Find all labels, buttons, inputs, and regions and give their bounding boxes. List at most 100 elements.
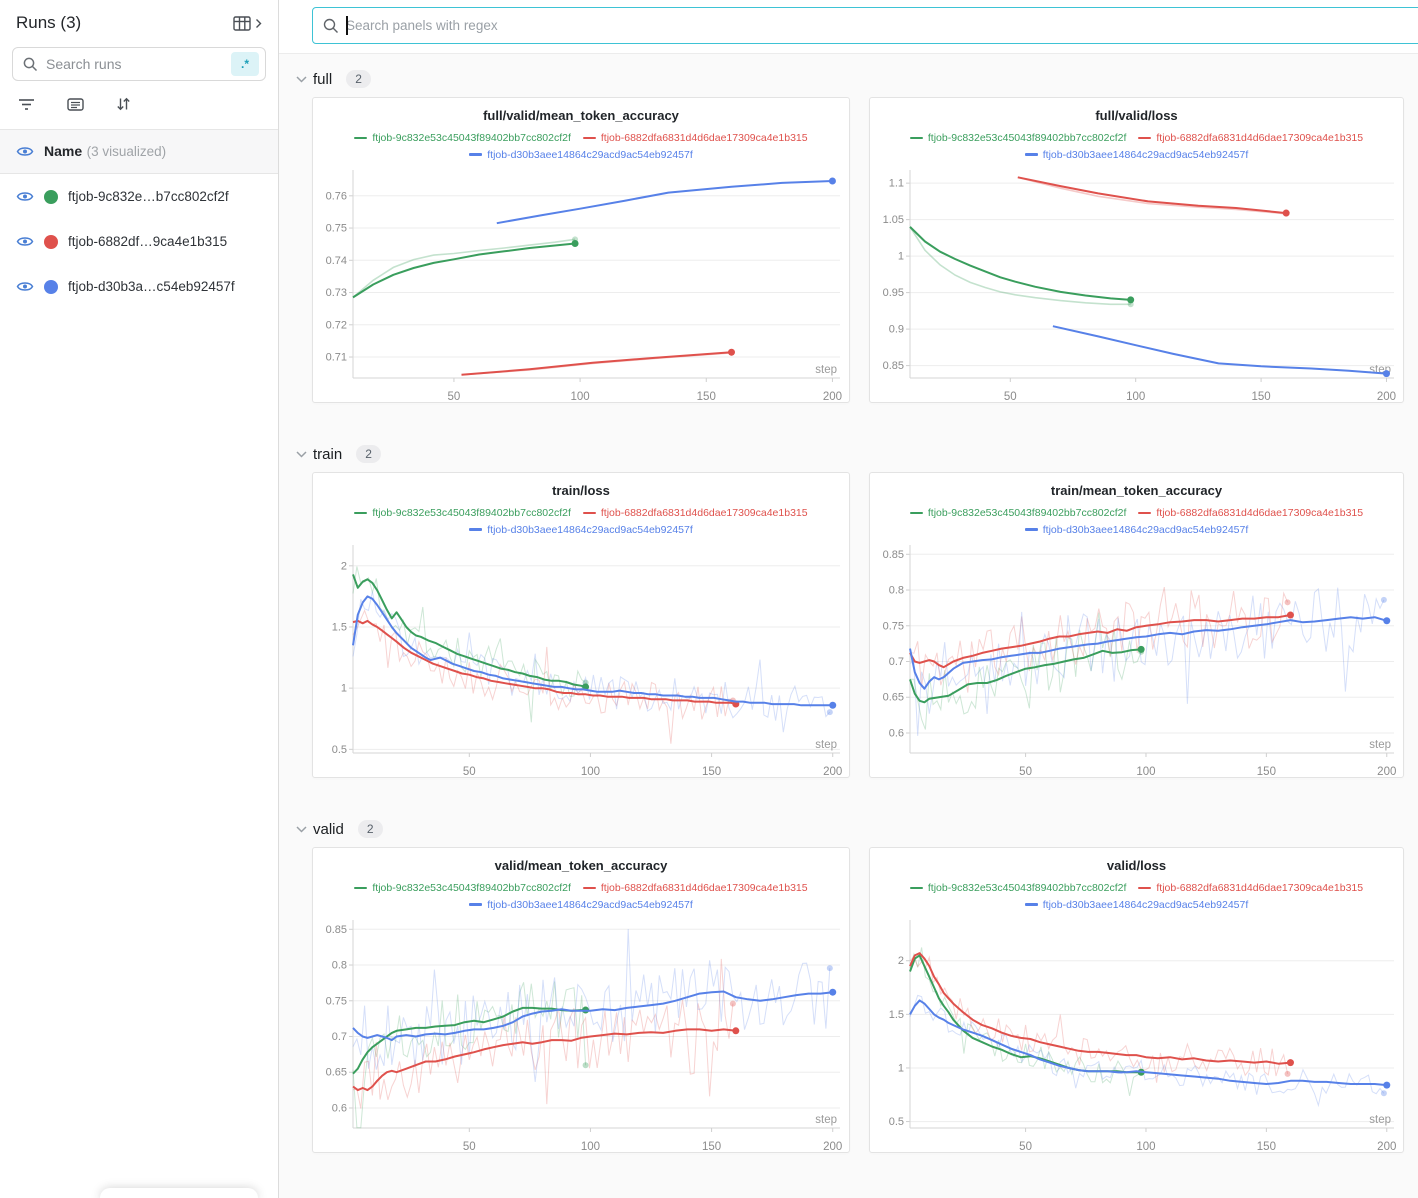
legend-run-name: ftjob-9c832e53c45043f89402bb7cc802cf2f: [372, 131, 571, 144]
chevron-down-icon[interactable]: [292, 822, 311, 837]
svg-text:100: 100: [581, 1141, 600, 1153]
legend-dash: [469, 153, 483, 156]
legend-run-name: ftjob-9c832e53c45043f89402bb7cc802cf2f: [372, 506, 571, 519]
chart-plot[interactable]: 0.71 0.72 0.73 0.74 0.75 0.76 50 100 150 200 step: [313, 164, 849, 403]
svg-text:0.95: 0.95: [883, 287, 904, 299]
chart-plot[interactable]: 0.5 1 1.5 2 50 100 150 200 step: [870, 914, 1403, 1153]
legend-entry[interactable]: ftjob-d30b3aee14864c29acd9ac54eb92457f: [1024, 898, 1249, 912]
legend-entry[interactable]: ftjob-9c832e53c45043f89402bb7cc802cf2f: [354, 131, 571, 145]
legend-dash: [1138, 136, 1152, 139]
legend-entry[interactable]: ftjob-6882dfa6831d4d6dae17309ca4e1b315: [582, 881, 808, 895]
chart-title: valid/mean_token_accuracy: [494, 858, 668, 873]
section-name[interactable]: valid: [313, 820, 344, 838]
chart-legend: ftjob-9c832e53c45043f89402bb7cc802cf2f ft…: [313, 128, 849, 162]
runs-search-box: .*: [12, 47, 266, 81]
svg-text:1: 1: [898, 1062, 904, 1074]
chevron-down-icon[interactable]: [292, 72, 311, 87]
legend-dash: [1024, 903, 1038, 906]
legend-entry[interactable]: ftjob-d30b3aee14864c29acd9ac54eb92457f: [1024, 523, 1249, 537]
chart-panel[interactable]: valid/loss ftjob-9c832e53c45043f89402bb7…: [869, 847, 1404, 1153]
legend-entry[interactable]: ftjob-6882dfa6831d4d6dae17309ca4e1b315: [1138, 506, 1363, 520]
legend-dash: [1138, 886, 1152, 889]
svg-text:1.1: 1.1: [889, 177, 904, 189]
legend-dash: [909, 886, 923, 889]
legend-entry[interactable]: ftjob-9c832e53c45043f89402bb7cc802cf2f: [354, 506, 571, 520]
svg-text:200: 200: [823, 1141, 842, 1153]
legend-dash: [354, 136, 368, 139]
legend-entry[interactable]: ftjob-6882dfa6831d4d6dae17309ca4e1b315: [1138, 881, 1363, 895]
runs-header: Runs (3): [0, 0, 278, 41]
svg-text:step: step: [815, 1114, 837, 1126]
chart-panel[interactable]: train/mean_token_accuracy ftjob-9c832e53…: [869, 472, 1404, 778]
legend-entry[interactable]: ftjob-9c832e53c45043f89402bb7cc802cf2f: [909, 131, 1127, 145]
run-name[interactable]: ftjob-d30b3a…c54eb92457f: [68, 279, 235, 294]
svg-text:0.5: 0.5: [889, 1116, 904, 1128]
regex-toggle-button[interactable]: .*: [231, 52, 259, 76]
svg-text:0.7: 0.7: [889, 656, 904, 668]
legend-entry[interactable]: ftjob-d30b3aee14864c29acd9ac54eb92457f: [469, 148, 693, 162]
legend-entry[interactable]: ftjob-d30b3aee14864c29acd9ac54eb92457f: [469, 898, 693, 912]
section-name[interactable]: full: [313, 70, 333, 88]
eye-icon[interactable]: [16, 190, 34, 203]
filter-button[interactable]: [18, 98, 35, 111]
legend-dash: [582, 511, 596, 514]
legend-entry[interactable]: ftjob-6882dfa6831d4d6dae17309ca4e1b315: [582, 506, 808, 520]
svg-text:200: 200: [823, 391, 842, 403]
svg-text:0.85: 0.85: [326, 923, 347, 935]
legend-run-name: ftjob-d30b3aee14864c29acd9ac54eb92457f: [1042, 898, 1249, 911]
chart-panel[interactable]: full/valid/mean_token_accuracy ftjob-9c8…: [312, 97, 850, 403]
eye-icon[interactable]: [16, 235, 34, 248]
svg-text:1: 1: [341, 682, 347, 694]
runs-search-input[interactable]: [46, 56, 231, 72]
legend-entry[interactable]: ftjob-6882dfa6831d4d6dae17309ca4e1b315: [582, 131, 808, 145]
run-row[interactable]: ftjob-6882df…9ca4e1b315: [0, 219, 278, 264]
svg-text:0.8: 0.8: [889, 584, 904, 596]
legend-run-name: ftjob-d30b3aee14864c29acd9ac54eb92457f: [1042, 148, 1249, 161]
chart-plot[interactable]: 0.6 0.65 0.7 0.75 0.8 0.85 50 100 150 200 step: [870, 539, 1403, 778]
sort-arrows-icon: [117, 97, 130, 111]
legend-entry[interactable]: ftjob-6882dfa6831d4d6dae17309ca4e1b315: [1138, 131, 1363, 145]
chart-panel[interactable]: valid/mean_token_accuracy ftjob-9c832e53…: [312, 847, 850, 1153]
sort-button[interactable]: [116, 97, 131, 111]
section-header-train: train 2: [292, 445, 1418, 463]
legend-run-name: ftjob-9c832e53c45043f89402bb7cc802cf2f: [372, 881, 571, 894]
svg-text:0.6: 0.6: [332, 1102, 347, 1114]
section-count-badge: 2: [356, 445, 381, 463]
legend-run-name: ftjob-d30b3aee14864c29acd9ac54eb92457f: [1042, 523, 1249, 536]
run-row[interactable]: ftjob-d30b3a…c54eb92457f: [0, 264, 278, 309]
panel-search-input[interactable]: [346, 18, 1415, 33]
svg-text:0.7: 0.7: [332, 1031, 347, 1043]
chart-plot[interactable]: 0.6 0.65 0.7 0.75 0.8 0.85 50 100 150 200 step: [313, 914, 849, 1153]
legend-run-name: ftjob-6882dfa6831d4d6dae17309ca4e1b315: [600, 881, 808, 894]
legend-entry[interactable]: ftjob-9c832e53c45043f89402bb7cc802cf2f: [354, 881, 571, 895]
legend-entry[interactable]: ftjob-d30b3aee14864c29acd9ac54eb92457f: [1024, 148, 1249, 162]
section-header-full: full 2: [292, 70, 1418, 88]
legend-entry[interactable]: ftjob-d30b3aee14864c29acd9ac54eb92457f: [469, 523, 693, 537]
section-name[interactable]: train: [313, 445, 343, 463]
run-name[interactable]: ftjob-6882df…9ca4e1b315: [68, 234, 228, 249]
svg-text:0.65: 0.65: [883, 691, 904, 703]
eye-icon[interactable]: [16, 145, 34, 158]
columns-button[interactable]: [67, 97, 84, 111]
eye-icon[interactable]: [16, 280, 34, 293]
chart-panel[interactable]: full/valid/loss ftjob-9c832e53c45043f894…: [869, 97, 1404, 403]
chart-legend: ftjob-9c832e53c45043f89402bb7cc802cf2f ft…: [313, 503, 849, 537]
svg-text:step: step: [1369, 739, 1391, 751]
run-row[interactable]: ftjob-9c832e…b7cc802cf2f: [0, 174, 278, 219]
svg-text:50: 50: [1019, 766, 1032, 778]
svg-text:100: 100: [1136, 1141, 1155, 1153]
legend-entry[interactable]: ftjob-9c832e53c45043f89402bb7cc802cf2f: [909, 881, 1126, 895]
chart-title: train/mean_token_accuracy: [1050, 483, 1223, 498]
chart-plot[interactable]: 0.5 1 1.5 2 50 100 150 200 step: [313, 539, 849, 778]
svg-text:0.76: 0.76: [326, 190, 347, 202]
chart-title: full/valid/mean_token_accuracy: [483, 108, 679, 123]
chevron-down-icon[interactable]: [292, 447, 311, 462]
table-icon: [233, 15, 251, 31]
runs-table-expand-button[interactable]: [233, 15, 262, 31]
legend-entry[interactable]: ftjob-9c832e53c45043f89402bb7cc802cf2f: [909, 506, 1126, 520]
legend-run-name: ftjob-9c832e53c45043f89402bb7cc802cf2f: [927, 131, 1127, 144]
chart-panel[interactable]: train/loss ftjob-9c832e53c45043f89402bb7…: [312, 472, 850, 778]
run-name[interactable]: ftjob-9c832e…b7cc802cf2f: [68, 189, 229, 204]
svg-text:0.85: 0.85: [883, 548, 904, 560]
